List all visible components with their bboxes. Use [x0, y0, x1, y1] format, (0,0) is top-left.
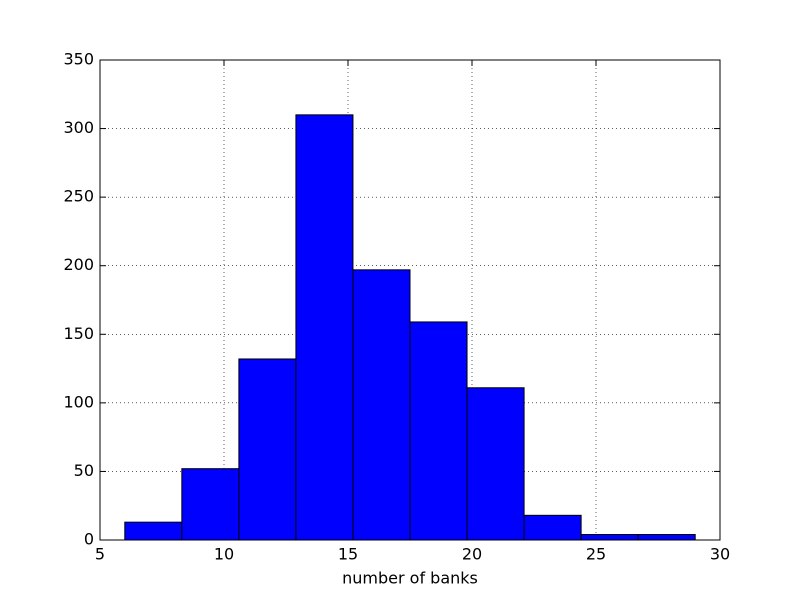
y-tick-label: 200	[63, 255, 94, 274]
x-tick-label: 15	[338, 545, 358, 564]
plot-frame	[99, 59, 721, 541]
bar	[523, 514, 582, 541]
bar	[409, 321, 468, 541]
x-tick-label: 20	[462, 545, 482, 564]
y-tick-label: 250	[63, 187, 94, 206]
y-tick-label: 300	[63, 118, 94, 137]
bar	[181, 468, 240, 541]
bar	[637, 534, 696, 541]
x-tick-label: 5	[95, 545, 105, 564]
x-tick-label: 10	[214, 545, 234, 564]
x-axis-label: number of banks	[342, 569, 478, 588]
bar	[466, 387, 525, 541]
x-tick-label: 25	[586, 545, 606, 564]
bar	[580, 534, 639, 541]
y-tick-label: 100	[63, 392, 94, 411]
bar	[238, 358, 297, 541]
y-tick-label: 150	[63, 324, 94, 343]
y-tick-label: 0	[84, 530, 94, 549]
y-tick-label: 50	[74, 461, 94, 480]
bar	[352, 269, 411, 541]
y-tick-label: 350	[63, 50, 94, 69]
bar	[124, 521, 183, 541]
bar	[295, 114, 354, 541]
x-tick-label: 30	[710, 545, 730, 564]
